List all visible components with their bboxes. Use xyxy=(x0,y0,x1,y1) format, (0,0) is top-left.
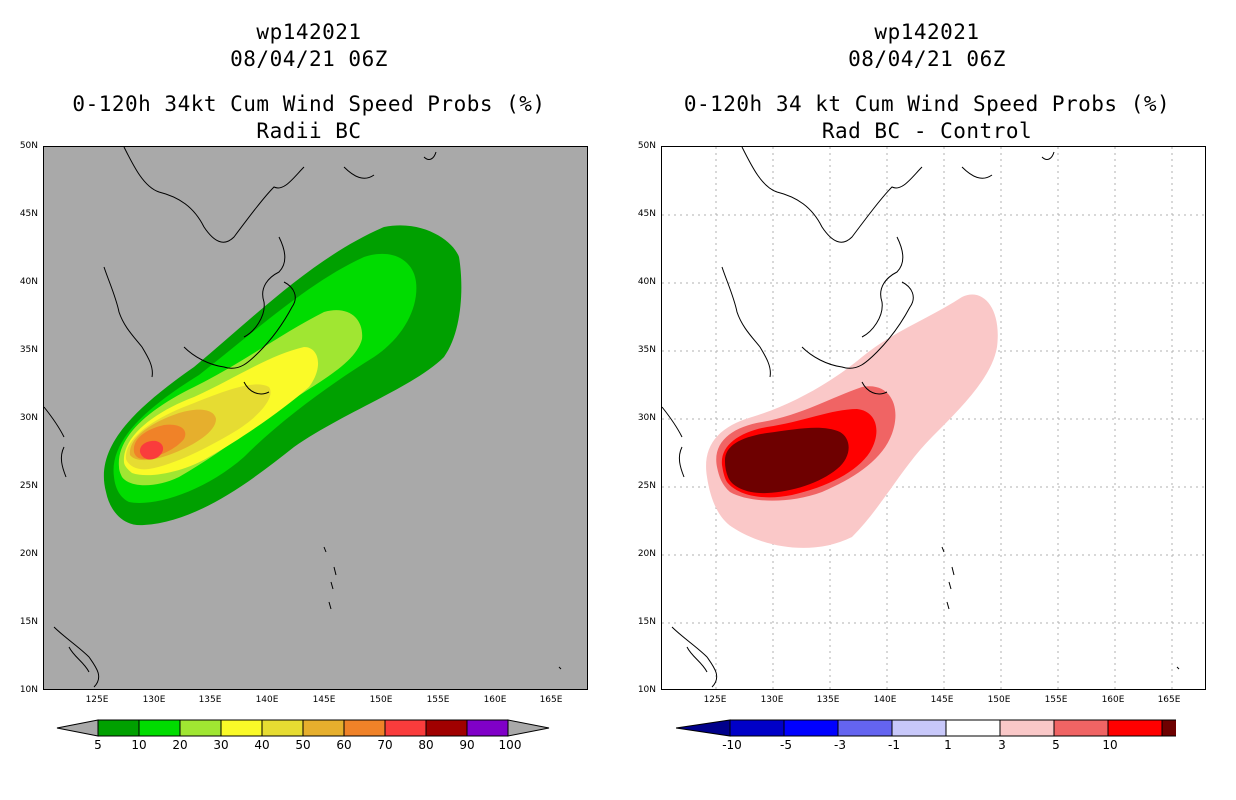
left-probability-map xyxy=(43,146,588,690)
lon-label: 135E xyxy=(816,695,840,705)
right-panel: wp142021 08/04/21 06Z 0-120h 34 kt Cum W… xyxy=(618,0,1236,800)
lon-label: 125E xyxy=(85,695,109,705)
colorbar-triangle-icon xyxy=(507,719,550,737)
colorbar-label: -10 xyxy=(722,738,742,752)
right-title-subtitle: Rad BC - Control xyxy=(821,119,1033,143)
contour-10pct xyxy=(724,427,849,494)
lat-label: 35N xyxy=(19,345,38,355)
lat-label: 15N xyxy=(637,617,656,627)
colorbar-label: 5 xyxy=(94,738,102,752)
colorbar-label: 50 xyxy=(295,738,311,752)
colorbar-swatch xyxy=(97,719,140,737)
lat-label: 30N xyxy=(637,413,656,423)
left-title-storm-id: wp142021 xyxy=(256,20,362,44)
right-title-storm-id: wp142021 xyxy=(874,20,980,44)
colorbar-swatch xyxy=(466,719,509,737)
colorbar-swatch xyxy=(343,719,386,737)
colorbar-swatch xyxy=(945,719,1001,737)
colorbar-label: 1 xyxy=(944,738,952,752)
colorbar-label: 20 xyxy=(172,738,188,752)
lat-label: 20N xyxy=(19,549,38,559)
right-title-product: 0-120h 34 kt Cum Wind Speed Probs (%) xyxy=(683,92,1171,116)
colorbar-label: 40 xyxy=(254,738,270,752)
lon-label: 125E xyxy=(703,695,727,705)
colorbar-swatch xyxy=(220,719,263,737)
lat-label: 40N xyxy=(637,277,656,287)
lat-label: 10N xyxy=(19,685,38,695)
lat-label: 10N xyxy=(637,685,656,695)
colorbar-triangle-icon xyxy=(676,719,731,737)
lat-label: 45N xyxy=(19,209,38,219)
right-difference-map xyxy=(661,146,1206,690)
colorbar-label: 3 xyxy=(998,738,1006,752)
lon-label: 155E xyxy=(426,695,450,705)
left-title-subtitle: Radii BC xyxy=(256,119,362,143)
lon-label: 140E xyxy=(873,695,897,705)
colorbar-swatch xyxy=(261,719,304,737)
lon-label: 160E xyxy=(483,695,507,705)
lon-label: 165E xyxy=(1157,695,1181,705)
colorbar-swatch xyxy=(1161,719,1176,737)
probability-contours xyxy=(103,225,462,526)
colorbar-swatch xyxy=(302,719,345,737)
lat-label: 45N xyxy=(637,209,656,219)
colorbar-swatch xyxy=(729,719,785,737)
lon-label: 130E xyxy=(760,695,784,705)
colorbar-swatch xyxy=(837,719,893,737)
lat-label: 20N xyxy=(637,549,656,559)
colorbar-swatch xyxy=(891,719,947,737)
colorbar-label: 10 xyxy=(131,738,147,752)
lat-label: 50N xyxy=(19,141,38,151)
left-colorbar xyxy=(56,719,550,737)
lon-label: 145E xyxy=(312,695,336,705)
colorbar-triangle-icon xyxy=(56,719,99,737)
lat-label: 40N xyxy=(19,277,38,287)
colorbar-swatch xyxy=(138,719,181,737)
colorbar-label: -1 xyxy=(888,738,900,752)
lon-label: 135E xyxy=(198,695,222,705)
coastline-map xyxy=(44,147,562,688)
lat-label: 35N xyxy=(637,345,656,355)
coastline-map xyxy=(662,147,1180,688)
lon-label: 155E xyxy=(1044,695,1068,705)
lat-label: 30N xyxy=(19,413,38,423)
lon-label: 165E xyxy=(539,695,563,705)
right-title-date: 08/04/21 06Z xyxy=(848,47,1006,71)
colorbar-label: 70 xyxy=(377,738,393,752)
colorbar-label: 5 xyxy=(1052,738,1060,752)
right-map-svg xyxy=(662,147,1205,689)
lat-label: 50N xyxy=(637,141,656,151)
lat-label: 25N xyxy=(19,481,38,491)
difference-contours xyxy=(706,294,998,548)
colorbar-label: 60 xyxy=(336,738,352,752)
lon-label: 145E xyxy=(930,695,954,705)
colorbar-swatch xyxy=(425,719,468,737)
left-title-product: 0-120h 34kt Cum Wind Speed Probs (%) xyxy=(72,92,546,116)
lat-label: 15N xyxy=(19,617,38,627)
colorbar-label: 90 xyxy=(459,738,475,752)
colorbar-label: 10 xyxy=(1102,738,1118,752)
colorbar-label: -3 xyxy=(834,738,846,752)
lon-label: 140E xyxy=(255,695,279,705)
lon-label: 160E xyxy=(1101,695,1125,705)
colorbar-label: 80 xyxy=(418,738,434,752)
colorbar-swatch xyxy=(384,719,427,737)
colorbar-swatch xyxy=(1107,719,1163,737)
left-title-date: 08/04/21 06Z xyxy=(230,47,388,71)
left-panel: wp142021 08/04/21 06Z 0-120h 34kt Cum Wi… xyxy=(19,20,588,752)
colorbar-label: 100 xyxy=(498,738,522,752)
colorbar-label: 30 xyxy=(213,738,229,752)
contour-70pct xyxy=(139,440,164,460)
colorbar-swatch xyxy=(999,719,1055,737)
colorbar-swatch xyxy=(1053,719,1109,737)
right-colorbar xyxy=(676,719,1176,737)
colorbar-label: -5 xyxy=(780,738,792,752)
lon-label: 150E xyxy=(987,695,1011,705)
lon-label: 150E xyxy=(369,695,393,705)
lat-label: 25N xyxy=(637,481,656,491)
colorbar-swatch xyxy=(179,719,222,737)
left-map-svg xyxy=(44,147,562,688)
colorbar-swatch xyxy=(783,719,839,737)
lon-label: 130E xyxy=(142,695,166,705)
